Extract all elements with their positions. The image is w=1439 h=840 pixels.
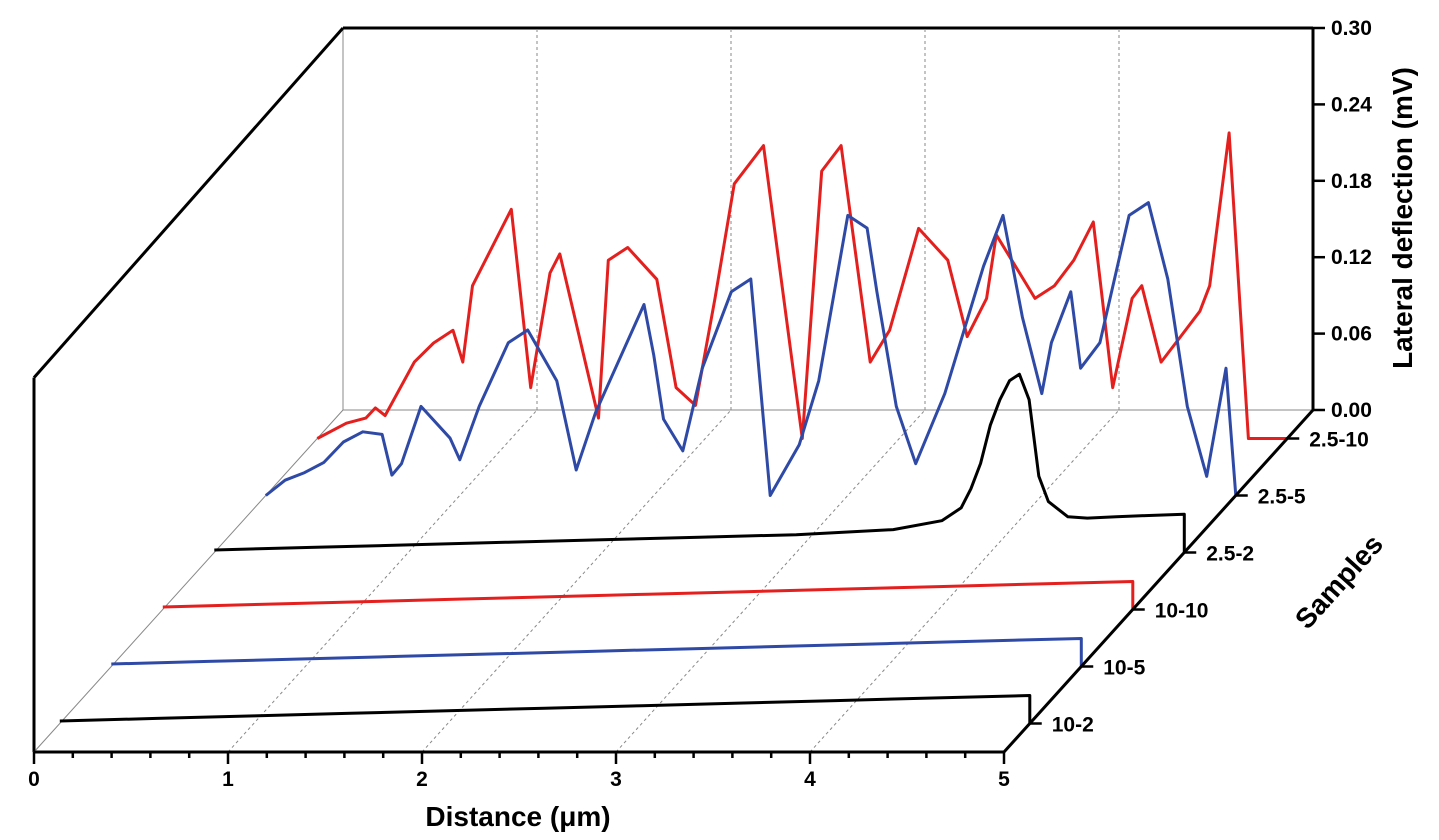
x-tick-label: 0: [28, 768, 40, 791]
series-line-2.5-2: [214, 372, 1186, 553]
series-line-10-10: [162, 580, 1135, 610]
y-axis-title: Samples: [1289, 528, 1389, 634]
floor-gridline: [615, 409, 926, 753]
z-tick-label: 0.06: [1331, 323, 1372, 346]
z-tick-label: 0.18: [1331, 170, 1372, 193]
floor-left-edge: [33, 409, 344, 753]
sample-tick-label: 10-2: [1052, 714, 1094, 737]
x-axis-title: Distance (μm): [425, 801, 610, 832]
series-line-10-2: [59, 694, 1032, 724]
x-axis-ticks: 0 1 2 3 4 5: [28, 752, 1010, 791]
sample-axis-ticks: 10-2 10-5 10-10 2.5-2 2.5-5 2.5-10: [1029, 429, 1369, 737]
sample-tick-label: 2.5-2: [1206, 543, 1254, 566]
sample-tick-label: 2.5-10: [1309, 429, 1369, 452]
sample-tick-label: 10-5: [1103, 657, 1145, 680]
sample-axis-line: [1002, 408, 1315, 754]
series-line-2.5-10: [316, 131, 1288, 440]
z-tick-label: 0.24: [1331, 93, 1372, 116]
floor-gridline: [227, 409, 538, 753]
series-group: [59, 131, 1288, 724]
z-tick-label: 0.12: [1331, 246, 1372, 269]
z-axis-title: Lateral deflection (mV): [1387, 67, 1418, 369]
x-tick-label: 3: [610, 768, 622, 791]
back-frame: [32, 26, 1313, 752]
x-tick-label: 1: [222, 768, 234, 791]
x-tick-label: 5: [998, 768, 1010, 791]
x-tick-label: 4: [804, 768, 816, 791]
grid-lines: [33, 28, 1120, 753]
z-tick-label: 0.30: [1331, 17, 1372, 40]
floor-gridline: [809, 409, 1120, 753]
sample-tick-label: 10-10: [1155, 600, 1209, 623]
sample-tick-label: 2.5-5: [1258, 486, 1306, 509]
z-tick-label: 0.00: [1331, 399, 1372, 422]
floor-gridline: [421, 409, 732, 753]
series-line-2.5-5: [264, 201, 1238, 497]
top-left-edge: [32, 27, 345, 379]
x-tick-label: 2: [416, 768, 428, 791]
axes: [34, 28, 1315, 754]
series-line-10-5: [111, 637, 1083, 667]
z-axis-ticks: 0.00 0.06 0.12 0.18 0.24 0.30: [1313, 17, 1372, 422]
